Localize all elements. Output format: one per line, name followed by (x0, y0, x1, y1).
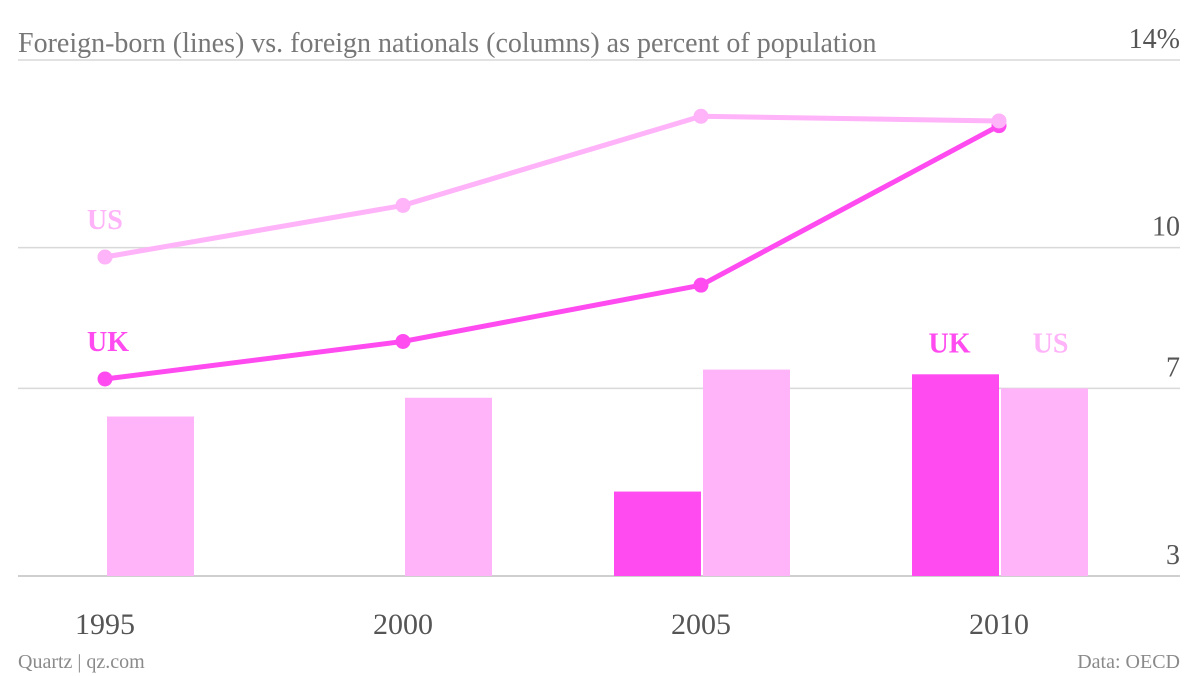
bar-us-2010 (1001, 388, 1088, 576)
y-tick-label-3: 3 (1166, 540, 1180, 571)
point-us-2005 (693, 108, 709, 124)
point-us-2000 (395, 197, 411, 213)
point-uk-2000 (395, 333, 411, 349)
source-credit: Quartz | qz.com (18, 651, 145, 673)
line-label-uk: UK (87, 327, 129, 358)
bar-us-1995 (107, 416, 194, 576)
point-us-1995 (97, 249, 113, 265)
chart-title: Foreign-born (lines) vs. foreign nationa… (18, 28, 876, 59)
y-tick-label-7: 7 (1166, 352, 1180, 383)
x-axis-tick-labels: 1995 2000 2005 2010 (75, 608, 1029, 641)
line-label-us: US (87, 205, 123, 236)
column-label-uk: UK (929, 328, 971, 359)
x-tick-label-2005: 2005 (671, 608, 731, 641)
bar-uk-2010 (912, 374, 999, 576)
data-source: Data: OECD (1077, 651, 1180, 673)
x-tick-label-1995: 1995 (75, 608, 135, 641)
x-tick-label-2010: 2010 (969, 608, 1029, 641)
point-uk-1995 (97, 371, 113, 387)
lines (97, 108, 1007, 387)
x-tick-label-2000: 2000 (373, 608, 433, 641)
point-uk-2005 (693, 277, 709, 293)
series-labels: UK US UK US (87, 205, 1068, 359)
line-us (102, 113, 1002, 260)
bar-us-2005 (703, 369, 790, 576)
column-label-us: US (1033, 328, 1069, 359)
line-uk (102, 123, 1002, 382)
y-axis-tick-labels: 3 7 10 14% (1129, 24, 1180, 571)
y-tick-label-14: 14% (1129, 24, 1180, 55)
bar-uk-2005 (614, 491, 701, 576)
point-us-2010 (991, 113, 1007, 129)
y-tick-label-10: 10 (1152, 212, 1180, 243)
bar-us-2000 (405, 397, 492, 576)
columns (107, 369, 1088, 576)
